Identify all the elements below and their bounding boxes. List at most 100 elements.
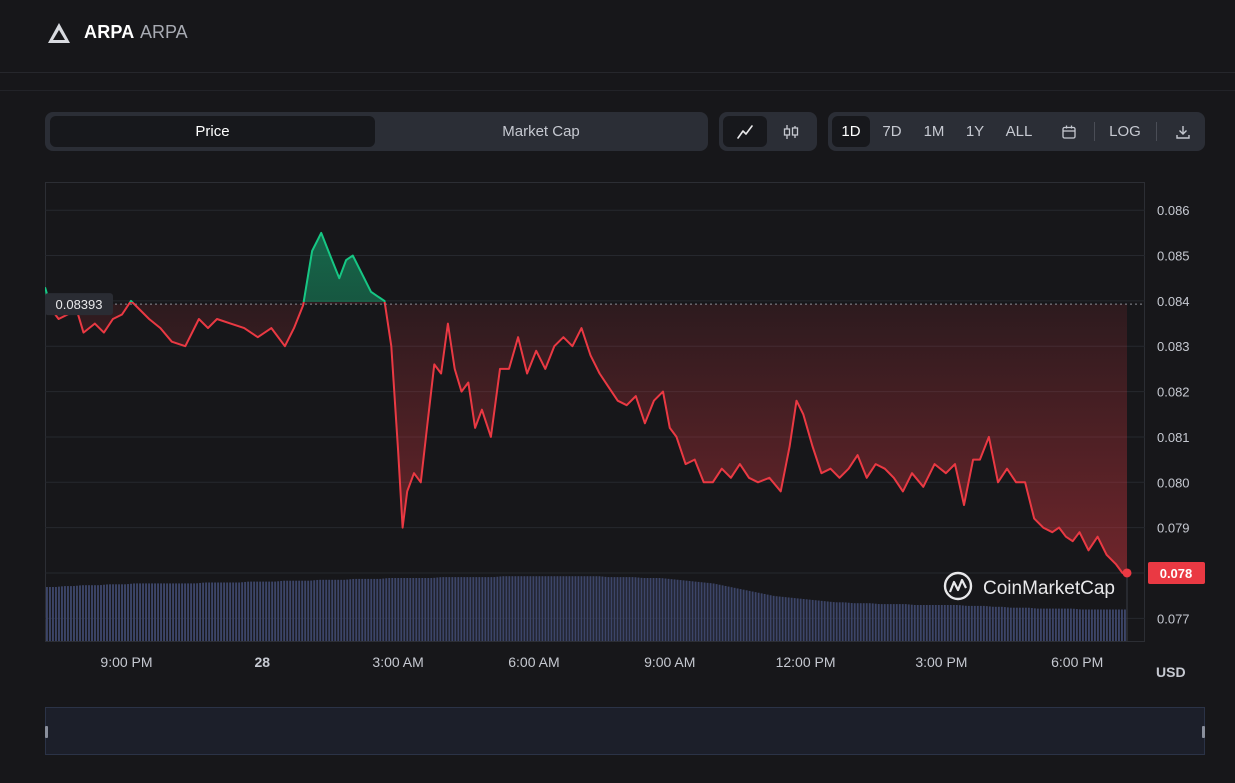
volume-bar [250, 581, 253, 641]
volume-bar [313, 580, 316, 641]
volume-bar [1024, 607, 1027, 641]
volume-bar [475, 577, 478, 641]
volume-bar [352, 578, 355, 641]
volume-bar [400, 578, 403, 641]
volume-bar [406, 578, 409, 641]
y-tick-label: 0.080 [1157, 475, 1190, 490]
tab-price[interactable]: Price [50, 116, 375, 147]
volume-bar [472, 577, 475, 641]
volume-bar [1069, 608, 1072, 641]
watermark-text: CoinMarketCap [983, 578, 1115, 599]
volume-bar [265, 581, 268, 641]
volume-bar [598, 576, 601, 641]
range-1d-button[interactable]: 1D [832, 116, 870, 147]
volume-bar [1111, 609, 1114, 641]
volume-bar [451, 577, 454, 641]
volume-bar [526, 576, 529, 641]
candlestick-button[interactable] [769, 116, 813, 147]
volume-bar [841, 602, 844, 641]
volume-bar [523, 576, 526, 641]
x-tick-label: 28 [255, 654, 271, 670]
volume-bar [673, 579, 676, 641]
volume-bar [385, 578, 388, 641]
volume-bar [730, 587, 733, 641]
coin-symbol: ARPA [140, 22, 188, 42]
volume-bar [1081, 609, 1084, 641]
volume-bar [976, 605, 979, 641]
log-scale-button[interactable]: LOG [1109, 123, 1141, 140]
y-tick-label: 0.085 [1157, 249, 1190, 264]
volume-bar [559, 576, 562, 641]
range-1y-button[interactable]: 1Y [965, 123, 985, 140]
volume-bar [616, 577, 619, 641]
volume-bar [997, 606, 1000, 641]
currency-label: USD [1156, 664, 1186, 680]
volume-bar [760, 593, 763, 641]
volume-bar [541, 576, 544, 641]
volume-bar [811, 599, 814, 641]
volume-bar [316, 579, 319, 641]
volume-bar [688, 580, 691, 641]
volume-bar [229, 582, 232, 641]
volume-bar [565, 576, 568, 641]
volume-bar [547, 576, 550, 641]
volume-bar [1009, 607, 1012, 641]
chart-plot-area[interactable] [45, 182, 1145, 642]
volume-bar [208, 582, 211, 641]
tab-market-cap[interactable]: Market Cap [502, 123, 580, 140]
volume-bar [490, 577, 493, 641]
navigator-right-handle[interactable] [1202, 726, 1205, 738]
volume-bar [844, 602, 847, 641]
volume-bar [916, 605, 919, 641]
volume-bar [211, 582, 214, 641]
volume-bar [568, 576, 571, 641]
range-navigator[interactable] [45, 707, 1205, 755]
range-all-button[interactable]: ALL [1005, 123, 1033, 140]
volume-bar [343, 579, 346, 641]
price-area-up [45, 232, 385, 302]
volume-bar [415, 578, 418, 641]
line-chart-button[interactable] [723, 116, 767, 147]
download-button[interactable] [1166, 116, 1200, 147]
coinmarketcap-logo-icon [943, 571, 973, 601]
volume-bar [853, 603, 856, 641]
volume-bar [373, 578, 376, 641]
range-1m-button[interactable]: 1M [923, 123, 945, 140]
volume-bar [454, 577, 457, 641]
volume-bar [493, 577, 496, 641]
volume-bar [532, 576, 535, 641]
navigator-left-handle[interactable] [45, 726, 48, 738]
volume-bar [460, 577, 463, 641]
volume-bar [310, 580, 313, 641]
volume-bar [391, 578, 394, 641]
volume-bar [913, 605, 916, 641]
volume-bar [508, 576, 511, 641]
range-7d-button[interactable]: 7D [882, 123, 902, 140]
volume-bar [889, 604, 892, 641]
volume-bar [82, 585, 84, 641]
volume-bar [796, 598, 799, 641]
volume-bar [664, 578, 667, 641]
volume-bar [892, 604, 895, 641]
volume-bar [820, 600, 823, 641]
volume-bar [487, 577, 490, 641]
volume-bar [556, 576, 559, 641]
calendar-button[interactable] [1052, 116, 1086, 147]
volume-bar [205, 582, 208, 641]
volume-bar [787, 597, 790, 641]
volume-bar [922, 605, 925, 641]
volume-bar [1021, 607, 1024, 641]
volume-bar [856, 603, 859, 641]
volume-bar [754, 592, 757, 641]
volume-bar [130, 583, 132, 641]
download-icon [1176, 125, 1190, 139]
volume-bar [331, 579, 334, 641]
volume-bar [328, 579, 331, 641]
price-area-down [45, 302, 1127, 573]
volume-bar [91, 585, 93, 641]
volume-bar [409, 578, 412, 641]
volume-bar [262, 581, 265, 641]
volume-bar [1057, 608, 1060, 641]
x-tick-label: 9:00 AM [644, 654, 695, 670]
volume-bar [1075, 609, 1078, 641]
